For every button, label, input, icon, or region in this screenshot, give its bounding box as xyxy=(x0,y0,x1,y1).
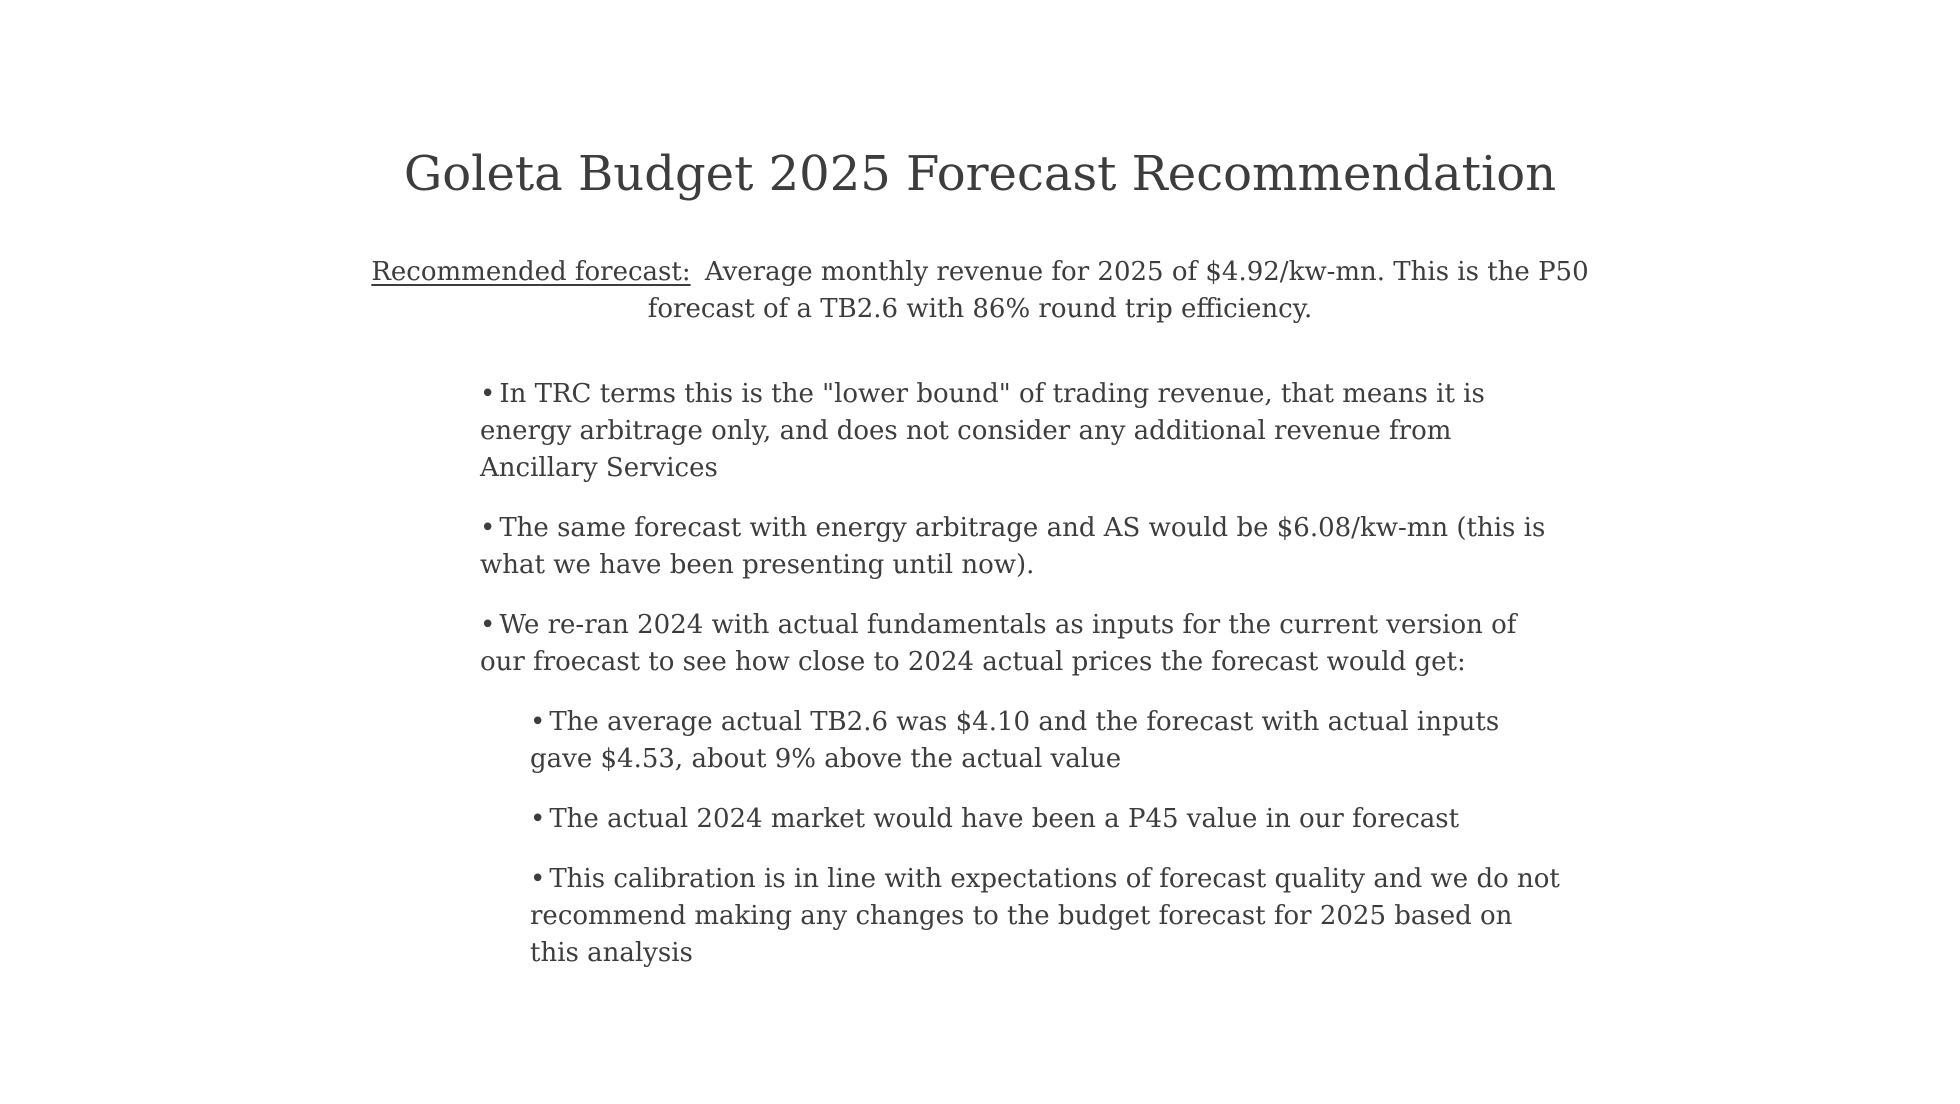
sub-bullet-text: The average actual TB2.6 was $4.10 and t… xyxy=(530,707,1500,774)
recommended-forecast-label: Recommended forecast: xyxy=(371,257,691,287)
bullet-icon: • xyxy=(530,804,546,834)
bullet-item: • The same forecast with energy arbitrage… xyxy=(480,510,1560,584)
bullet-icon: • xyxy=(480,513,496,543)
recommended-forecast-text: Average monthly revenue for 2025 of $4.9… xyxy=(647,257,1589,324)
bullet-icon: • xyxy=(480,610,496,640)
bullet-icon: • xyxy=(480,379,496,409)
bullet-icon: • xyxy=(530,707,546,737)
sub-bullet-text: The actual 2024 market would have been a… xyxy=(549,804,1460,834)
sub-bullet-text: This calibration is in line with expecta… xyxy=(530,864,1560,968)
bullet-list: • In TRC terms this is the "lower bound" … xyxy=(480,376,1560,995)
bullet-item: • We re-ran 2024 with actual fundamentals… xyxy=(480,607,1560,681)
bullet-icon: • xyxy=(530,864,546,894)
sub-bullet-item: • The average actual TB2.6 was $4.10 and … xyxy=(530,704,1560,778)
recommended-forecast-paragraph: Recommended forecast: Average monthly re… xyxy=(320,254,1640,328)
slide-title: Goleta Budget 2025 Forecast Recommendati… xyxy=(403,146,1557,202)
bullet-item: • In TRC terms this is the "lower bound" … xyxy=(480,376,1560,487)
bullet-text: In TRC terms this is the "lower bound" o… xyxy=(480,379,1485,483)
bullet-text: The same forecast with energy arbitrage … xyxy=(480,513,1546,580)
sub-bullet-item: • The actual 2024 market would have been … xyxy=(530,801,1560,838)
sub-bullet-item: • This calibration is in line with expect… xyxy=(530,861,1560,972)
bullet-text: We re-ran 2024 with actual fundamentals … xyxy=(480,610,1517,677)
